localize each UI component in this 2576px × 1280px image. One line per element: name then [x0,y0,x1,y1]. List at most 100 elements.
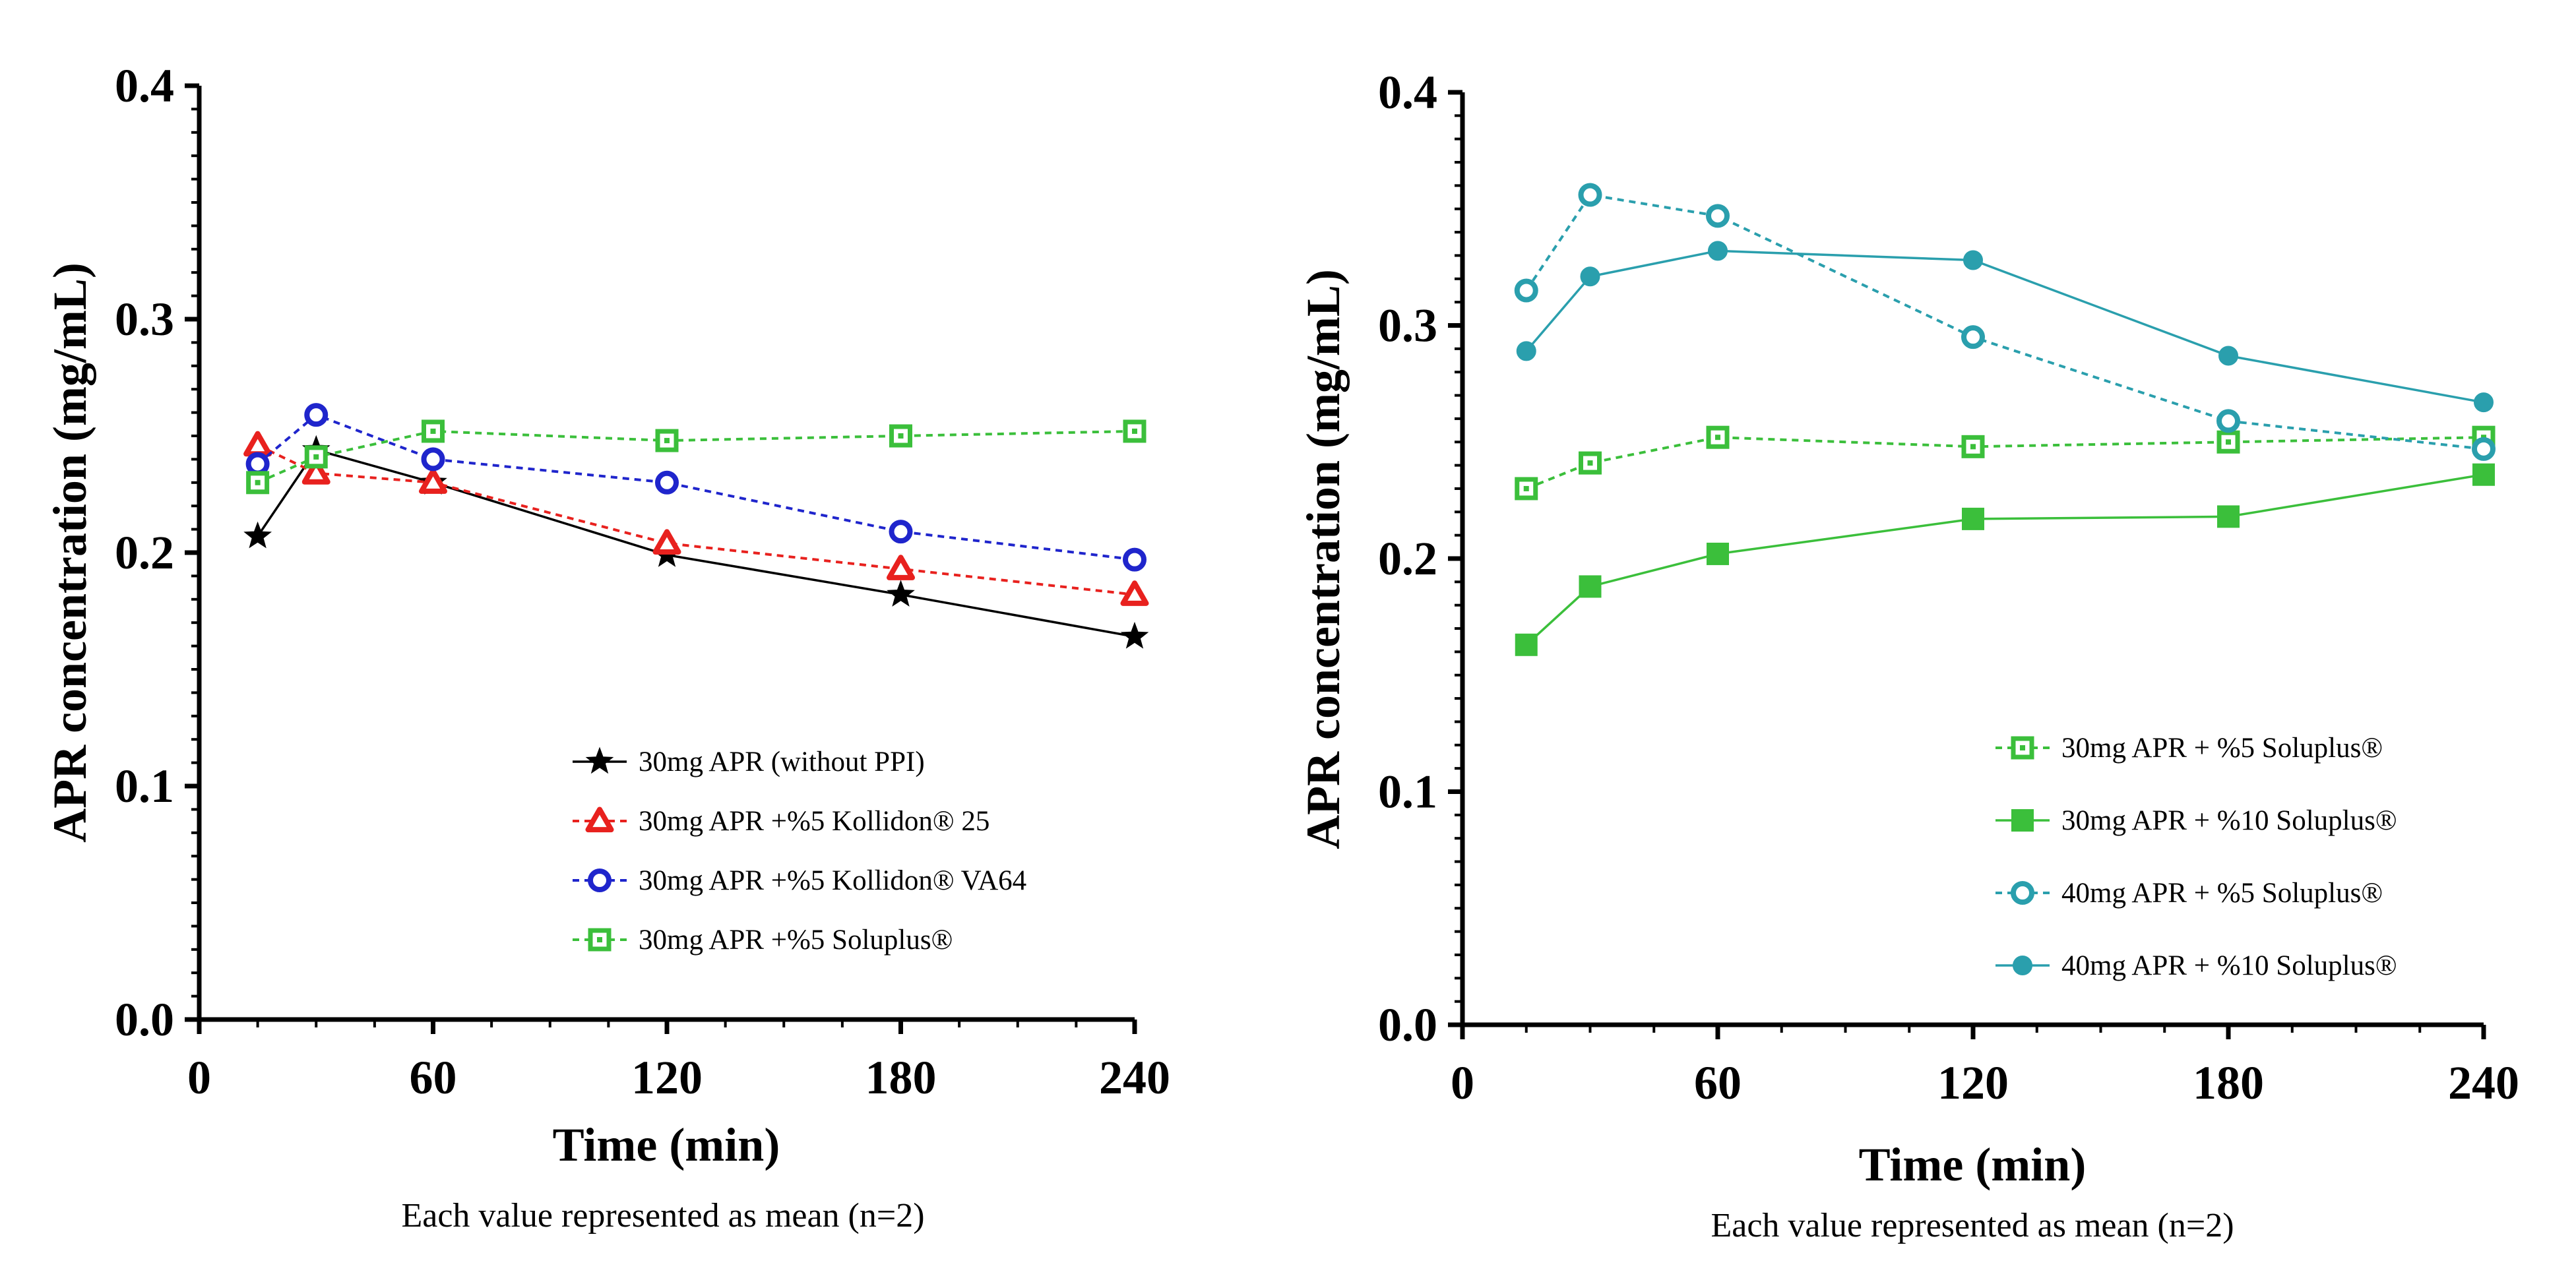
data-point [304,445,328,469]
y-tick-label: 0.2 [115,526,174,579]
series-line [1525,193,2484,450]
legend-marker [585,747,614,774]
legend-entry: 40mg APR + %5 Soluplus® [1995,878,2383,909]
data-point [1963,250,1983,270]
data-point [1708,241,1728,261]
data-point [1516,341,1536,361]
data-point [1962,507,1984,530]
data-point [421,447,445,472]
series-2 [1515,463,2495,656]
data-point [1579,575,1602,598]
legend-label: 30mg APR +%5 Kollidon® 25 [639,806,990,837]
chart-note: Each value represented as mean (n=2) [401,1197,924,1234]
x-axis-title: Time (min) [1859,1138,2087,1191]
legend-label: 30mg APR + %5 Soluplus® [2061,733,2383,764]
data-point [1120,580,1149,606]
data-point [889,424,912,448]
data-point [2472,437,2496,461]
data-point [887,555,915,580]
chart-note: Each value represented as mean (n=2) [1711,1207,2234,1244]
legend-marker [588,869,612,892]
data-point [887,580,915,607]
data-point [245,452,270,476]
series-line [257,413,1135,561]
right-chart: 0.0 0.1 0.2 0.3 0.4 0 60 120 180 240 APR concentr… [1297,66,2519,1244]
y-tick-label: 0.3 [115,293,174,346]
legend-marker [585,807,614,833]
y-axis-title: APR concentration (mg/mL) [44,262,96,843]
y-tick-label: 0.4 [1378,66,1437,119]
legend-entry: 30mg APR +%5 Kollidon® VA64 [573,865,1026,896]
x-tick-label: 0 [187,1051,211,1104]
data-point [243,521,272,549]
data-point [652,529,681,555]
legend-entry: 30mg APR + %5 Soluplus® [1995,733,2383,764]
data-point [2216,409,2240,433]
y-tick-label: 0.0 [1378,998,1437,1051]
data-point [301,459,330,485]
series-2 [243,431,1149,606]
y-tick-label: 0.1 [1378,766,1437,818]
y-axis-title: APR concentration (mg/mL) [1297,269,1350,849]
series-line [1526,436,2484,490]
x-tick-label: 240 [2448,1056,2519,1109]
legend-label: 30mg APR +%5 Soluplus® [639,925,953,956]
data-point [1123,547,1147,572]
data-point [1706,204,1730,228]
data-point [1120,621,1149,649]
data-point [889,520,913,544]
data-point [419,468,447,494]
series-3 [245,403,1147,572]
legend-entry: 30mg APR + %10 Soluplus® [1995,805,2397,836]
data-point [2217,505,2240,528]
data-point [1578,183,1602,207]
x-tick-label: 240 [1099,1051,1170,1104]
legend-label: 30mg APR + %10 Soluplus® [2061,805,2397,836]
x-tick-label: 180 [2193,1056,2264,1109]
x-tick-label: 0 [1451,1056,1474,1109]
legend-label: 30mg APR (without PPI) [639,747,925,777]
x-tick-label: 60 [1694,1056,1742,1109]
x-tick-label: 60 [410,1051,457,1104]
data-point [655,470,679,495]
legend-entry: 30mg APR +%5 Kollidon® 25 [573,806,990,837]
data-point [2474,392,2494,413]
left-chart: 0.0 0.1 0.2 0.3 0.4 0 60 120 180 240 APR concentr… [44,59,1170,1234]
legend-label: 40mg APR + %5 Soluplus® [2061,878,2383,909]
legend-entry: 40mg APR + %10 Soluplus® [1995,950,2397,981]
data-point [1961,325,1985,350]
data-point [1514,278,1538,303]
legend: 30mg APR (without PPI) 30mg APR +%5 Koll… [573,747,1026,956]
legend-marker [2013,956,2032,975]
y-tick-label: 0.2 [1378,532,1437,585]
legend: 30mg APR + %5 Soluplus® 30mg APR + %10 S… [1995,733,2397,981]
series-4 [1516,241,2494,413]
y-tick-label: 0.4 [115,59,174,112]
legend-label: 30mg APR +%5 Kollidon® VA64 [639,865,1026,896]
legend-label: 40mg APR + %10 Soluplus® [2061,950,2397,981]
series-line [257,444,1135,596]
legend-marker [2011,881,2034,905]
series-4 [246,419,1147,495]
data-point [1515,633,1538,656]
x-axis-title: Time (min) [553,1118,780,1171]
data-point [1707,542,1729,565]
x-tick-label: 180 [865,1051,937,1104]
legend-marker [588,928,612,952]
data-point [1580,266,1600,287]
y-tick-label: 0.0 [115,993,174,1046]
x-tick-label: 120 [1937,1056,2009,1109]
x-tick-label: 120 [631,1051,703,1104]
data-point [2218,346,2238,366]
series-3 [1514,183,2496,461]
series-line [1525,249,2484,404]
data-point [1961,435,1985,458]
y-tick-label: 0.1 [115,760,174,812]
legend-entry: 30mg APR +%5 Soluplus® [573,925,953,956]
legend-marker [2011,809,2034,832]
legend-entry: 30mg APR (without PPI) [573,747,925,777]
data-point [2472,463,2495,486]
y-tick-label: 0.3 [1378,299,1437,352]
data-point [304,403,329,427]
